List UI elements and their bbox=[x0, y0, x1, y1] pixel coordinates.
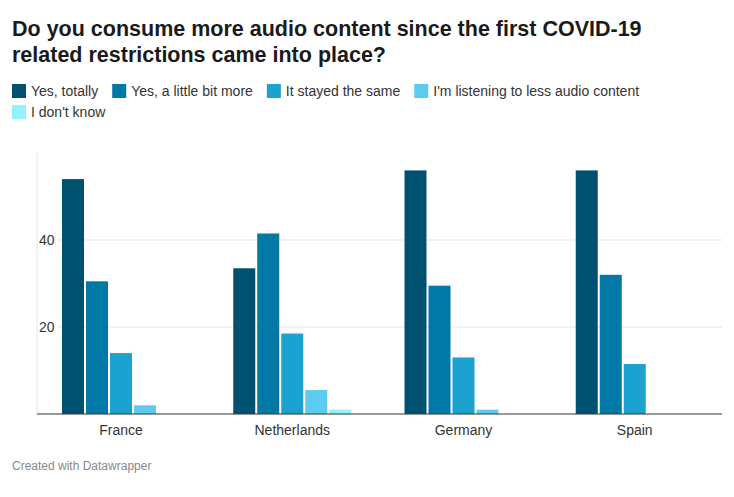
title: Do you consume more audio content since … bbox=[12, 17, 642, 67]
baseline bbox=[37, 414, 722, 415]
grid-line bbox=[58, 240, 722, 241]
legend-swatch bbox=[12, 105, 26, 119]
bar bbox=[257, 233, 279, 414]
x-tick-label: Netherlands bbox=[255, 422, 331, 438]
legend-item: I'm listening to less audio content bbox=[414, 83, 639, 99]
legend-item: Yes, a little bit more bbox=[112, 83, 253, 99]
bar bbox=[576, 170, 598, 414]
legend-swatch bbox=[267, 84, 281, 98]
bar bbox=[62, 179, 84, 414]
title-line: Do you consume more audio content since … bbox=[12, 17, 642, 41]
legend-swatch bbox=[112, 84, 126, 98]
legend-swatch bbox=[12, 84, 26, 98]
footer: Created with Datawrapper bbox=[12, 459, 151, 473]
bar bbox=[329, 410, 351, 414]
legend-item: Yes, totally bbox=[12, 83, 98, 99]
bar bbox=[429, 286, 451, 414]
legend-label: It stayed the same bbox=[286, 83, 401, 99]
bar bbox=[477, 410, 499, 414]
bar bbox=[134, 405, 156, 414]
bar bbox=[281, 334, 303, 414]
legend-label: Yes, a little bit more bbox=[131, 83, 253, 99]
bar bbox=[86, 281, 108, 414]
legend-label: I don't know bbox=[31, 104, 106, 120]
legend-item: It stayed the same bbox=[267, 83, 401, 99]
legend-swatch bbox=[414, 84, 428, 98]
bar bbox=[405, 170, 427, 414]
y-axis-line bbox=[37, 153, 38, 414]
x-tick-label: Germany bbox=[435, 422, 493, 438]
x-tick-label: Spain bbox=[617, 422, 653, 438]
legend-item: I don't know bbox=[12, 104, 106, 120]
bar bbox=[110, 353, 132, 414]
y-tick-label: 20 bbox=[39, 319, 55, 335]
grid-line bbox=[58, 327, 722, 328]
title-line: related restrictions came into place? bbox=[12, 43, 386, 67]
bar bbox=[305, 390, 327, 414]
bar bbox=[233, 268, 255, 414]
bars bbox=[62, 170, 646, 414]
y-tick-label: 40 bbox=[39, 232, 55, 248]
legend-label: Yes, totally bbox=[31, 83, 98, 99]
bar bbox=[600, 275, 622, 414]
x-tick-label: France bbox=[99, 422, 143, 438]
bar bbox=[624, 364, 646, 414]
bar bbox=[453, 357, 475, 414]
legend-label: I'm listening to less audio content bbox=[433, 83, 639, 99]
